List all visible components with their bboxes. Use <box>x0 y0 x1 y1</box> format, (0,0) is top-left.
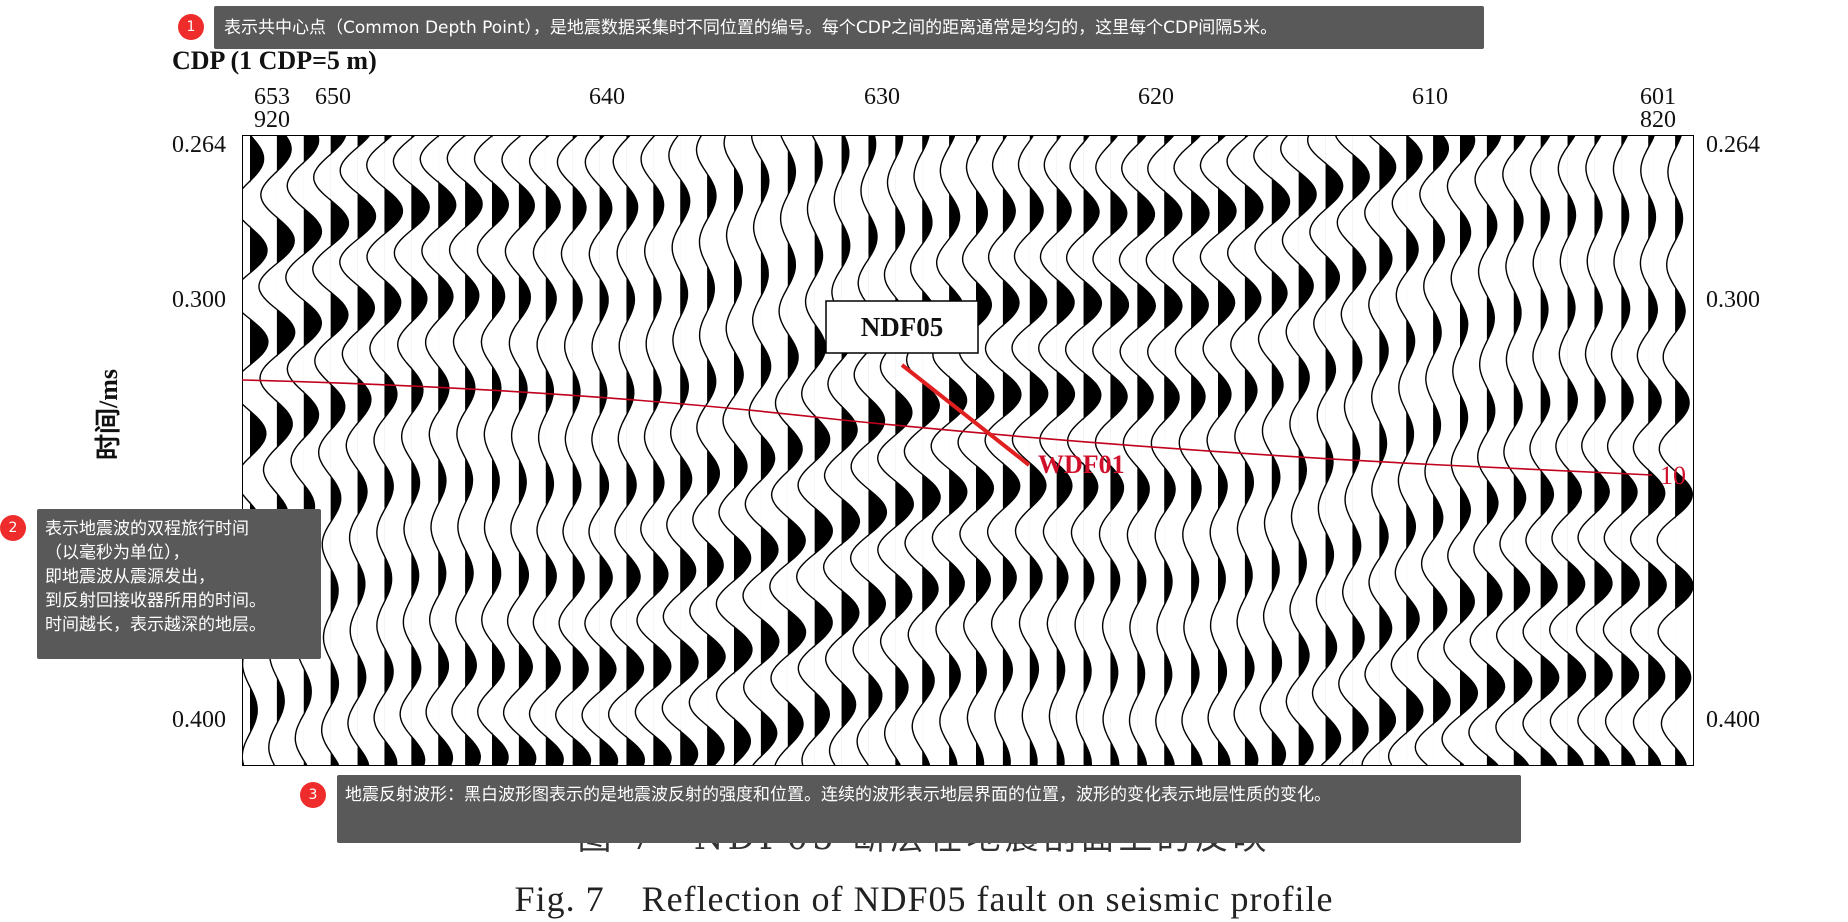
time-tick-left-0300: 0.300 <box>172 287 226 313</box>
time-tick-left-0400: 0.400 <box>172 707 226 733</box>
horizon-line <box>242 379 1653 476</box>
time-tick-right-0400: 0.400 <box>1706 707 1760 733</box>
seismic-wiggle-traces <box>242 135 1694 766</box>
cdp-right-end-bottom: 820 <box>1640 107 1676 133</box>
fault-line <box>900 363 1031 467</box>
annotation-2-line-2: （以毫秒为单位）， <box>45 543 190 563</box>
time-tick-left-0264: 0.264 <box>172 132 226 158</box>
cdp-axis-label: CDP (1 CDP=5 m) <box>172 46 377 75</box>
annotation-2-box: 表示地震波的双程旅行时间 （以毫秒为单位）， 即地震波从震源发出， 到反射回接收… <box>37 509 321 659</box>
annotation-2-line-3: 即地震波从震源发出， <box>45 567 215 587</box>
horizon-end-label: 10 <box>1660 461 1686 490</box>
fault-label-box <box>825 300 979 354</box>
cdp-tick-640: 640 <box>589 84 625 110</box>
cdp-left-end-top: 653 <box>254 84 290 110</box>
y-axis-label: 时间/ms <box>94 368 123 460</box>
cdp-tick-630: 630 <box>864 84 900 110</box>
annotation-3-box: 地震反射波形：黑白波形图表示的是地震波反射的强度和位置。连续的波形表示地层界面的… <box>337 775 1521 843</box>
annotation-1-badge: 1 <box>178 14 204 40</box>
annotation-2-line-1: 表示地震波的双程旅行时间 <box>45 519 249 539</box>
time-tick-right-0300: 0.300 <box>1706 287 1760 313</box>
cdp-right-end-top: 601 <box>1640 84 1676 110</box>
cdp-tick-620: 620 <box>1138 84 1174 110</box>
seismic-profile <box>242 135 1694 766</box>
annotation-3-badge: 3 <box>300 782 326 808</box>
horizon-label: WDF01 <box>1038 450 1125 479</box>
cdp-left-end-bottom: 920 <box>254 107 290 133</box>
caption-english: Fig. 7 Reflection of NDF05 fault on seis… <box>514 879 1334 919</box>
cdp-tick-650: 650 <box>315 84 351 110</box>
fault-label: NDF05 <box>860 312 944 342</box>
cdp-tick-610: 610 <box>1412 84 1448 110</box>
time-tick-right-0264: 0.264 <box>1706 132 1760 158</box>
annotation-2-line-4: 到反射回接收器所用的时间。 <box>45 591 266 611</box>
annotation-2-badge: 2 <box>0 515 26 541</box>
annotation-2-line-5: 时间越长，表示越深的地层。 <box>45 615 266 635</box>
annotation-1-box: 表示共中心点（Common Depth Point），是地震数据采集时不同位置的… <box>214 6 1484 49</box>
